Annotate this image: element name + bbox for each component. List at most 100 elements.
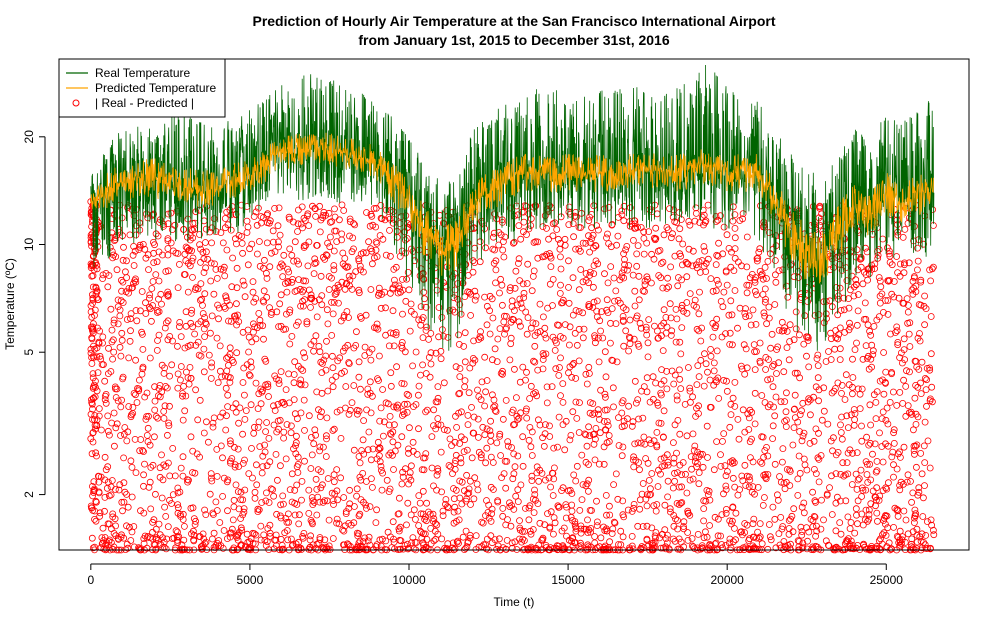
residual-point	[294, 318, 302, 326]
residual-point	[847, 323, 854, 331]
residual-point	[908, 540, 915, 548]
residual-point	[636, 319, 644, 327]
residual-point	[318, 389, 326, 397]
residual-point	[101, 493, 109, 501]
residual-point	[202, 320, 210, 328]
residual-point	[423, 499, 431, 507]
residual-point	[166, 372, 174, 380]
residual-point	[630, 335, 638, 343]
residual-point	[872, 398, 880, 406]
residual-point	[500, 318, 508, 326]
residual-point	[329, 364, 337, 372]
residual-point	[479, 519, 487, 527]
residual-point	[786, 466, 793, 474]
residual-point	[593, 297, 601, 305]
residual-point	[626, 334, 634, 342]
residual-point	[596, 317, 604, 325]
residual-point	[109, 355, 116, 363]
residual-point	[586, 409, 594, 417]
residual-point	[89, 327, 96, 335]
residual-point	[187, 319, 195, 327]
residual-point	[844, 470, 852, 478]
residual-point	[471, 474, 479, 482]
residual-point	[606, 538, 613, 546]
residual-point	[859, 521, 867, 529]
residual-point	[744, 545, 752, 552]
residual-point	[101, 396, 109, 404]
residual-point	[569, 542, 577, 550]
residual-point	[761, 298, 769, 306]
residual-point	[264, 210, 272, 218]
residual-point	[326, 243, 334, 251]
residual-point	[463, 446, 471, 454]
residual-point	[799, 399, 807, 407]
residual-point	[852, 276, 860, 284]
residual-point	[142, 254, 150, 262]
residual-point	[692, 209, 700, 217]
residual-point	[640, 544, 648, 552]
residual-point	[263, 239, 271, 247]
residual-point	[615, 414, 622, 422]
residual-point	[289, 541, 297, 548]
residual-point	[511, 307, 518, 315]
residual-point	[96, 509, 104, 517]
residual-point	[660, 377, 668, 385]
residual-point	[146, 294, 153, 302]
residual-point	[871, 493, 879, 501]
residual-point	[150, 541, 158, 548]
residual-point	[164, 288, 172, 296]
residual-point	[702, 497, 710, 505]
residual-point	[727, 411, 735, 419]
residual-point	[647, 485, 654, 493]
residual-point	[595, 358, 603, 366]
residual-point	[476, 258, 484, 266]
residual-point	[376, 458, 384, 466]
residual-point	[790, 273, 798, 281]
residual-point	[221, 272, 229, 280]
residual-point	[385, 421, 393, 429]
residual-point	[379, 386, 387, 393]
residual-point	[886, 398, 894, 406]
residual-point	[221, 215, 229, 222]
residual-point	[117, 403, 125, 411]
residual-point	[338, 230, 346, 238]
residual-point	[563, 532, 570, 540]
residual-point	[390, 265, 398, 273]
residual-point	[902, 516, 910, 524]
residual-point	[208, 535, 216, 543]
residual-point	[266, 521, 274, 529]
residual-point	[283, 519, 291, 526]
residual-point	[764, 452, 772, 460]
residual-point	[640, 433, 648, 441]
residual-point	[722, 267, 730, 275]
residual-point	[219, 266, 227, 274]
residual-point	[222, 292, 230, 300]
residual-point	[144, 438, 152, 446]
residual-point	[267, 485, 275, 493]
residual-point	[655, 272, 663, 279]
residual-point	[921, 459, 929, 467]
residual-point	[603, 418, 611, 425]
residual-point	[297, 220, 305, 228]
residual-point	[114, 397, 122, 405]
residual-point	[772, 271, 779, 279]
residual-point	[329, 310, 337, 318]
residual-point	[463, 471, 471, 479]
residual-point	[713, 251, 721, 259]
residual-point	[743, 281, 751, 289]
residual-point	[519, 535, 527, 543]
residual-point	[140, 540, 148, 547]
residual-point	[145, 303, 153, 311]
residual-point	[645, 476, 653, 484]
residual-point	[494, 542, 502, 550]
residual-point	[685, 364, 692, 371]
residual-point	[291, 511, 299, 519]
residual-point	[262, 497, 270, 505]
residual-point	[631, 287, 639, 295]
residual-point	[477, 328, 484, 336]
residual-point	[926, 366, 934, 374]
residual-point	[729, 504, 737, 512]
residual-point	[673, 392, 681, 400]
residual-point	[390, 535, 397, 543]
residual-point	[450, 495, 458, 503]
